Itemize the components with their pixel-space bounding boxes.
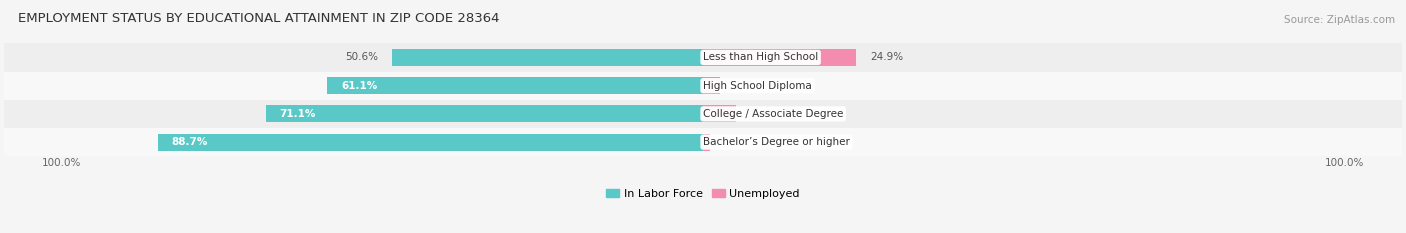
FancyBboxPatch shape: [4, 43, 1402, 72]
Text: 100.0%: 100.0%: [42, 158, 82, 168]
Bar: [392, 49, 703, 66]
Text: 50.6%: 50.6%: [344, 52, 378, 62]
Text: 100.0%: 100.0%: [1324, 158, 1364, 168]
Text: 61.1%: 61.1%: [342, 81, 377, 91]
Text: Less than High School: Less than High School: [703, 52, 818, 62]
Text: 5.4%: 5.4%: [751, 109, 776, 119]
Text: EMPLOYMENT STATUS BY EDUCATIONAL ATTAINMENT IN ZIP CODE 28364: EMPLOYMENT STATUS BY EDUCATIONAL ATTAINM…: [18, 12, 499, 25]
FancyBboxPatch shape: [4, 72, 1402, 100]
Bar: [703, 105, 737, 122]
Text: 71.1%: 71.1%: [280, 109, 316, 119]
Bar: [328, 77, 703, 94]
Text: High School Diploma: High School Diploma: [703, 81, 811, 91]
Bar: [703, 134, 710, 151]
FancyBboxPatch shape: [4, 100, 1402, 128]
Bar: [703, 49, 856, 66]
Text: 88.7%: 88.7%: [172, 137, 208, 147]
Bar: [703, 77, 720, 94]
Text: Source: ZipAtlas.com: Source: ZipAtlas.com: [1284, 15, 1395, 25]
Text: 1.1%: 1.1%: [724, 137, 751, 147]
Text: College / Associate Degree: College / Associate Degree: [703, 109, 844, 119]
Text: Bachelor’s Degree or higher: Bachelor’s Degree or higher: [703, 137, 849, 147]
Bar: [266, 105, 703, 122]
Legend: In Labor Force, Unemployed: In Labor Force, Unemployed: [602, 184, 804, 203]
Text: 24.9%: 24.9%: [870, 52, 903, 62]
Bar: [157, 134, 703, 151]
FancyBboxPatch shape: [4, 128, 1402, 156]
Text: 2.7%: 2.7%: [734, 81, 761, 91]
